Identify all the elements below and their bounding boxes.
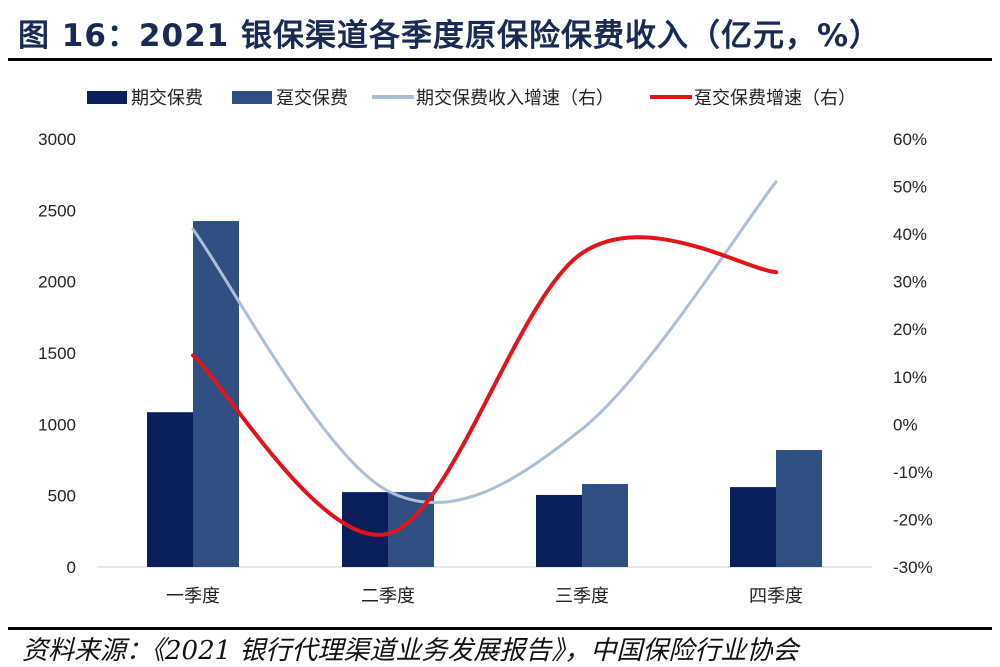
legend-label: 期交保费收入增速（右） [416,88,614,108]
bar-qijiao [536,494,582,567]
left-tick-label: 500 [48,487,76,506]
left-tick-label: 1000 [38,415,76,434]
title-divider [8,58,992,61]
right-tick-label: 0% [893,415,918,434]
line-qijiao-growth [191,180,778,505]
bar-qijiao [147,412,193,567]
left-tick-label: 3000 [38,130,76,149]
category-label: 一季度 [166,586,220,606]
category-label: 三季度 [555,586,609,606]
source-note: 资料来源：《2021 银行代理渠道业务发展报告》，中国保险行业协会 [22,636,799,666]
category-label: 二季度 [361,586,415,606]
chart-title: 图 16：2021 银保渠道各季度原保险保费收入（亿元，%） [18,18,882,54]
right-tick-label: 30% [893,273,927,292]
bar-dunjiao [582,483,628,567]
right-tick-label: 40% [893,225,927,244]
legend-swatch [87,91,127,104]
left-tick-label: 2500 [38,201,76,220]
line-dunjiao-growth [191,235,778,537]
bars [147,221,822,568]
bar-qijiao [342,492,388,567]
left-tick-label: 1500 [38,344,76,363]
legend-label: 期交保费 [131,88,203,108]
right-tick-label: 50% [893,178,927,197]
bar-qijiao [730,487,776,567]
right-tick-label: -30% [893,558,933,577]
category-label: 四季度 [749,586,803,606]
left-tick-label: 2000 [38,273,76,292]
right-tick-label: -10% [893,463,933,482]
right-tick-label: 10% [893,368,927,387]
right-tick-label: 60% [893,130,927,149]
legend-label: 趸交保费 [276,88,348,108]
source-divider [8,627,992,630]
axes: 0 500 1000 1500 2000 2500 3000 -30% -20% -10% 0% 10… [38,130,933,606]
bar-dunjiao [776,450,822,567]
lines [191,180,778,537]
bar-dunjiao [193,221,239,568]
legend: 期交保费 趸交保费 期交保费收入增速（右） 趸交保费增速（右） [87,88,856,108]
right-tick-label: -20% [893,510,933,529]
legend-swatch [232,91,272,104]
left-tick-label: 0 [67,558,76,577]
legend-label: 趸交保费增速（右） [694,88,856,108]
right-tick-label: 20% [893,320,927,339]
